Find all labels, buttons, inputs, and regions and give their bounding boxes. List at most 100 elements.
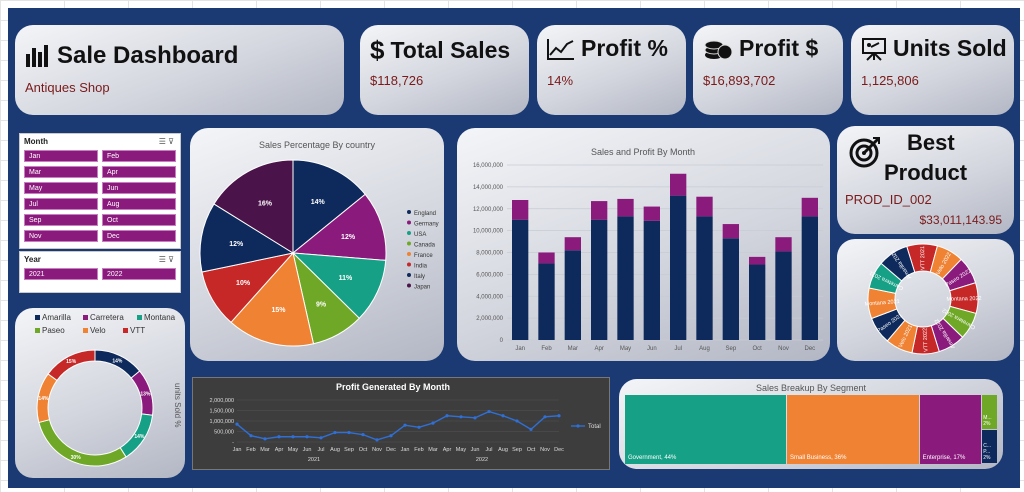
kpi-total-sales-card: $ Total Sales $118,726 <box>360 25 529 115</box>
donut-data-label: 14% <box>134 434 145 440</box>
month-chip-dec[interactable]: Dec <box>102 230 176 242</box>
kpi-units-sold-label: Units Sold <box>893 35 1007 61</box>
bar-oct-seg-0 <box>749 264 766 340</box>
kpi-profit-pct-value: 14% <box>547 73 574 88</box>
treemap-tile: C... P... 2% <box>982 429 997 463</box>
profit-line-title: Profit Generated By Month <box>336 382 450 392</box>
x-year-label: 2021 <box>308 457 320 463</box>
profit-point <box>305 435 309 439</box>
month-chip-oct[interactable]: Oct <box>102 214 176 226</box>
profit-point <box>347 430 351 435</box>
dashboard-board: Sale Dashboard Antiques Shop $ Total Sal… <box>8 8 1020 488</box>
bar-sep-seg-1 <box>722 224 739 239</box>
month-chip-feb[interactable]: Feb <box>102 150 176 162</box>
treemap-tile-label: M... 2% <box>983 414 992 427</box>
x-tick-label: Jan <box>401 447 410 453</box>
y-tick-label: 16,000,000 <box>473 163 504 169</box>
x-tick-label: Jul <box>485 447 492 453</box>
profit-point <box>291 435 295 439</box>
y-tick-label: 12,000,000 <box>473 207 504 213</box>
slicer-multiselect-icon[interactable]: ☰ ⊽ <box>158 137 174 146</box>
legend-swatch-montana <box>137 315 142 320</box>
pie-data-label: 12% <box>341 234 356 241</box>
year-chip-2021[interactable]: 2021 <box>24 268 98 280</box>
x-tick-label: Jun <box>647 346 657 352</box>
treemap-tile-label: Government, 44% <box>628 455 677 461</box>
y-tick-label: 14,000,000 <box>473 185 504 191</box>
units-donut-chart: Amarilla Carretera Montana Paseo Velo VTT 14% 1… <box>35 313 182 467</box>
units-donut-axis-label: units Sold % <box>173 383 182 427</box>
donut-segment-paseo <box>38 419 127 467</box>
best-product-label-2: Product <box>884 160 968 185</box>
treemap-tile: Government, 44% <box>625 395 787 464</box>
treemap-tile-label: C... P... 2% <box>983 443 992 461</box>
kpi-total-sales-title: $ Total Sales <box>370 35 510 66</box>
year-slicer[interactable]: Year ☰ ⊽ 2021 2022 <box>19 251 181 293</box>
profit-series-line <box>236 410 560 441</box>
month-chip-aug[interactable]: Aug <box>102 198 176 210</box>
country-pie-card: Sales Percentage By country 14% 12% 11% 9% 15… <box>190 128 444 361</box>
month-chip-nov[interactable]: Nov <box>24 230 98 242</box>
profit-point <box>277 435 281 439</box>
bar-may-seg-1 <box>617 198 634 217</box>
year-chip-2022[interactable]: 2022 <box>102 268 176 280</box>
legend-label-japan: Japan <box>414 285 430 291</box>
month-chip-jul[interactable]: Jul <box>24 198 98 210</box>
country-pie-title: Sales Percentage By country <box>259 140 376 150</box>
bar-jan-seg-1 <box>512 200 529 220</box>
target-icon <box>849 137 880 168</box>
legend-label-france: France <box>414 253 433 259</box>
ring-label: VTT 2021 <box>920 246 926 270</box>
x-tick-label: Feb <box>541 346 552 352</box>
profit-point <box>389 434 393 438</box>
treemap-tile-label: Small Business, 36% <box>790 455 847 461</box>
x-tick-label: Oct <box>752 346 762 352</box>
y-tick-label: 2,000,000 <box>476 316 503 322</box>
profit-line-card: Profit Generated By Month - 500,000 1,000,0… <box>192 377 610 470</box>
month-chip-may[interactable]: May <box>24 182 98 194</box>
month-chip-jan[interactable]: Jan <box>24 150 98 162</box>
kpi-profit-usd-value: $16,893,702 <box>703 73 776 88</box>
profit-point <box>487 409 491 414</box>
best-product-id: PROD_ID_002 <box>845 192 932 207</box>
profit-point <box>375 438 379 442</box>
x-tick-label: Sep <box>344 447 354 453</box>
pie-data-label: 11% <box>339 275 353 282</box>
month-slicer[interactable]: Month ☰ ⊽ Jan Feb Mar Apr May Jun Jul Aug Sep Oct… <box>19 133 181 249</box>
profit-point <box>459 415 463 419</box>
y-tick-label: 6,000,000 <box>476 272 503 278</box>
profit-point <box>431 421 435 425</box>
bar-jun-seg-1 <box>643 206 660 221</box>
profit-point <box>501 414 505 418</box>
pie-slice-italy <box>199 203 295 273</box>
bar-dec-seg-1 <box>801 197 818 217</box>
slicer-clear-filter-icon[interactable]: ☰ ⊽ <box>158 255 174 264</box>
bar-apr-seg-1 <box>591 201 608 220</box>
legend-swatch-canada <box>407 241 411 246</box>
sales-profit-card: Sales and Profit By Month 0 2,000,000 4,000… <box>457 128 830 361</box>
x-tick-label: Jul <box>317 447 324 453</box>
x-tick-label: Sep <box>725 346 736 352</box>
bar-aug-seg-0 <box>696 216 713 340</box>
sales-profit-title: Sales and Profit By Month <box>591 147 695 157</box>
x-tick-label: Dec <box>804 346 815 352</box>
bar-nov-seg-1 <box>775 237 792 252</box>
legend-swatch-velo <box>83 328 88 333</box>
pie-data-label: 14% <box>311 199 326 206</box>
y-tick-label: 0 <box>500 338 504 344</box>
month-chip-jun[interactable]: Jun <box>102 182 176 194</box>
profit-point <box>557 414 561 418</box>
x-tick-label: Feb <box>414 447 423 453</box>
x-tick-label: Dec <box>554 447 564 453</box>
month-chip-mar[interactable]: Mar <box>24 166 98 178</box>
month-chip-sep[interactable]: Sep <box>24 214 98 226</box>
bar-apr-seg-0 <box>591 219 608 340</box>
kpi-total-sales-label: Total Sales <box>390 37 511 63</box>
bar-feb-seg-1 <box>538 252 555 264</box>
month-chip-apr[interactable]: Apr <box>102 166 176 178</box>
x-tick-label: Mar <box>568 346 578 352</box>
x-tick-label: Jan <box>515 346 525 352</box>
x-tick-label: Mar <box>428 447 438 453</box>
